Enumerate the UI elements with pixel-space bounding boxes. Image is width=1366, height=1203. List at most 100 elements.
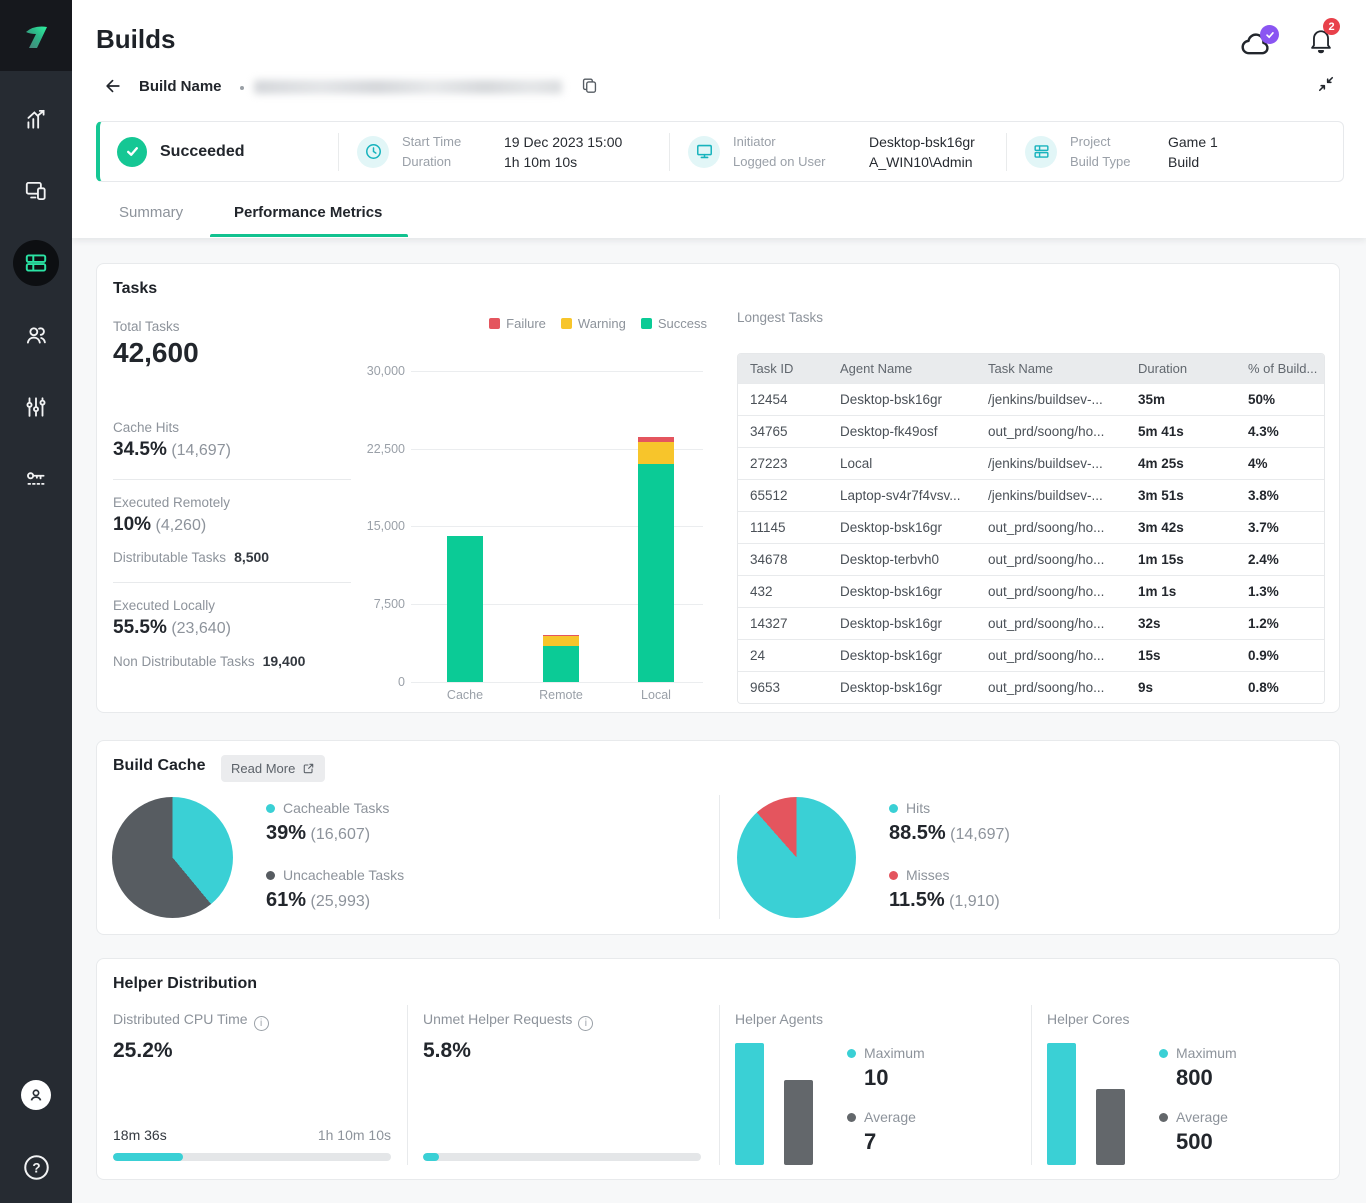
warning-swatch: [561, 318, 572, 329]
hits-value: 88.5% (14,697): [889, 822, 1010, 845]
cloud-check-badge: [1260, 25, 1279, 44]
helper-agents-label: Helper Agents: [735, 1011, 823, 1027]
svg-text:?: ?: [32, 1160, 40, 1175]
sidebar: ?: [0, 0, 72, 1203]
sidebar-item-analytics[interactable]: [13, 96, 59, 142]
cell-id: 14327: [738, 607, 828, 639]
misses-label: Misses: [889, 867, 950, 883]
sidebar-item-settings[interactable]: [13, 384, 59, 430]
build-name-label: Build Name: [139, 78, 222, 95]
tab-performance-metrics[interactable]: Performance Metrics: [234, 204, 382, 221]
cell-agent: Desktop-fk49osf: [828, 415, 976, 447]
agents-icon: [23, 178, 49, 204]
table-row[interactable]: 12454Desktop-bsk16gr/jenkins/buildsev-..…: [738, 383, 1325, 415]
hits-dot: [889, 804, 898, 813]
cell-task: out_prd/soong/ho...: [976, 575, 1126, 607]
helper-cores-legend: Maximum 800 Average 500: [1159, 1045, 1237, 1173]
table-row[interactable]: 34765Desktop-fk49osfout_prd/soong/ho...5…: [738, 415, 1325, 447]
cache-hits-label: Cache Hits: [113, 420, 179, 435]
cell-duration: 15s: [1126, 639, 1236, 671]
bar-local: [638, 437, 674, 682]
project-section: Project Game 1 Build Type Build: [1007, 122, 1343, 181]
helper-bar-maximum: [1047, 1043, 1076, 1165]
tasks-title: Tasks: [113, 280, 157, 298]
cell-duration: 3m 51s: [1126, 479, 1236, 511]
help-icon[interactable]: ?: [23, 1154, 50, 1181]
cell-id: 34765: [738, 415, 828, 447]
copy-path-button[interactable]: [580, 76, 599, 100]
collapse-button[interactable]: [1316, 74, 1336, 99]
cloud-status-button[interactable]: [1240, 31, 1274, 62]
executed-locally-value: 55.5% (23,640): [113, 617, 231, 639]
read-more-button[interactable]: Read More: [221, 755, 325, 782]
sidebar-item-agents[interactable]: [13, 168, 59, 214]
cell-pct: 0.8%: [1236, 671, 1325, 703]
back-button[interactable]: [103, 76, 123, 101]
bar-segment-success: [447, 536, 483, 682]
build-cache-card: Build Cache Read More Cacheable Tasks 39…: [96, 740, 1340, 935]
sidebar-item-builds[interactable]: [13, 240, 59, 286]
incredibuild-logo-icon: [18, 18, 54, 54]
table-row[interactable]: 34678Desktop-terbvh0out_prd/soong/ho...1…: [738, 543, 1325, 575]
tab-summary[interactable]: Summary: [119, 204, 183, 221]
license-key-icon: [23, 466, 49, 492]
executed-remotely-value: 10% (4,260): [113, 514, 206, 536]
unmet-requests-label: Unmet Helper Requestsi: [423, 1011, 593, 1031]
cell-id: 9653: [738, 671, 828, 703]
bar-segment-success: [638, 464, 674, 682]
cell-task: /jenkins/buildsev-...: [976, 383, 1126, 415]
helper-distribution-card: Helper Distribution Distributed CPU Time…: [96, 958, 1340, 1180]
cores-maximum-value: 800: [1176, 1065, 1237, 1091]
info-icon[interactable]: i: [254, 1016, 269, 1031]
build-name-row: Build Name: [72, 72, 1366, 106]
table-header-row: Task ID Agent Name Task Name Duration % …: [738, 354, 1325, 383]
collapse-icon: [1316, 74, 1336, 94]
table-row[interactable]: 65512Laptop-sv4r7f4vsv.../jenkins/builds…: [738, 479, 1325, 511]
cpu-total: 1h 10m 10s: [318, 1127, 391, 1143]
table-row[interactable]: 27223Local/jenkins/buildsev-...4m 25s4%: [738, 447, 1325, 479]
table-row[interactable]: 11145Desktop-bsk16grout_prd/soong/ho...3…: [738, 511, 1325, 543]
success-swatch: [641, 318, 652, 329]
app-logo: [0, 0, 72, 71]
notifications-button[interactable]: 2: [1308, 26, 1334, 61]
project-label: Project: [1070, 134, 1154, 149]
table-row[interactable]: 432Desktop-bsk16grout_prd/soong/ho...1m …: [738, 575, 1325, 607]
cpu-progress-labels: 18m 36s 1h 10m 10s: [113, 1127, 391, 1143]
col-duration: Duration: [1126, 354, 1236, 383]
cell-duration: 3m 42s: [1126, 511, 1236, 543]
helper-agents-chart: [735, 1043, 813, 1165]
separator-dot: [240, 86, 244, 90]
main-content: Tasks Total Tasks 42,600 Cache Hits 34.5…: [72, 238, 1366, 1203]
table-row[interactable]: 14327Desktop-bsk16grout_prd/soong/ho...3…: [738, 607, 1325, 639]
non-distributable-tasks: Non Distributable Tasks19,400: [113, 653, 305, 669]
status-text: Succeeded: [160, 143, 244, 161]
sidebar-item-license[interactable]: [13, 456, 59, 502]
table-row[interactable]: 9653Desktop-bsk16grout_prd/soong/ho...9s…: [738, 671, 1325, 703]
y-tick: 15,000: [345, 519, 405, 533]
table-row[interactable]: 24Desktop-bsk16grout_prd/soong/ho...15s0…: [738, 639, 1325, 671]
info-icon[interactable]: i: [578, 1016, 593, 1031]
sidebar-item-users[interactable]: [13, 312, 59, 358]
build-type-value: Build: [1168, 154, 1218, 170]
cell-agent: Desktop-bsk16gr: [828, 639, 976, 671]
cell-id: 65512: [738, 479, 828, 511]
col-agent-name: Agent Name: [828, 354, 976, 383]
user-avatar-icon: [26, 1085, 46, 1105]
build-status-bar: Succeeded Start Time 19 Dec 2023 15:00 D…: [96, 121, 1344, 182]
cell-pct: 2.4%: [1236, 543, 1325, 575]
cell-agent: Desktop-terbvh0: [828, 543, 976, 575]
clock-icon: [357, 136, 389, 168]
logged-user-label: Logged on User: [733, 154, 855, 169]
cell-task: /jenkins/buildsev-...: [976, 447, 1126, 479]
duration-value: 1h 10m 10s: [504, 154, 622, 170]
divider: [719, 795, 720, 919]
total-tasks-value: 42,600: [113, 337, 199, 369]
avatar[interactable]: [21, 1080, 51, 1110]
tasks-card: Tasks Total Tasks 42,600 Cache Hits 34.5…: [96, 263, 1340, 713]
cell-id: 12454: [738, 383, 828, 415]
cell-pct: 50%: [1236, 383, 1325, 415]
page-title: Builds: [96, 24, 175, 55]
uncacheable-value: 61% (25,993): [266, 889, 370, 912]
uncacheable-label: Uncacheable Tasks: [266, 867, 404, 883]
x-label-cache: Cache: [425, 688, 505, 702]
